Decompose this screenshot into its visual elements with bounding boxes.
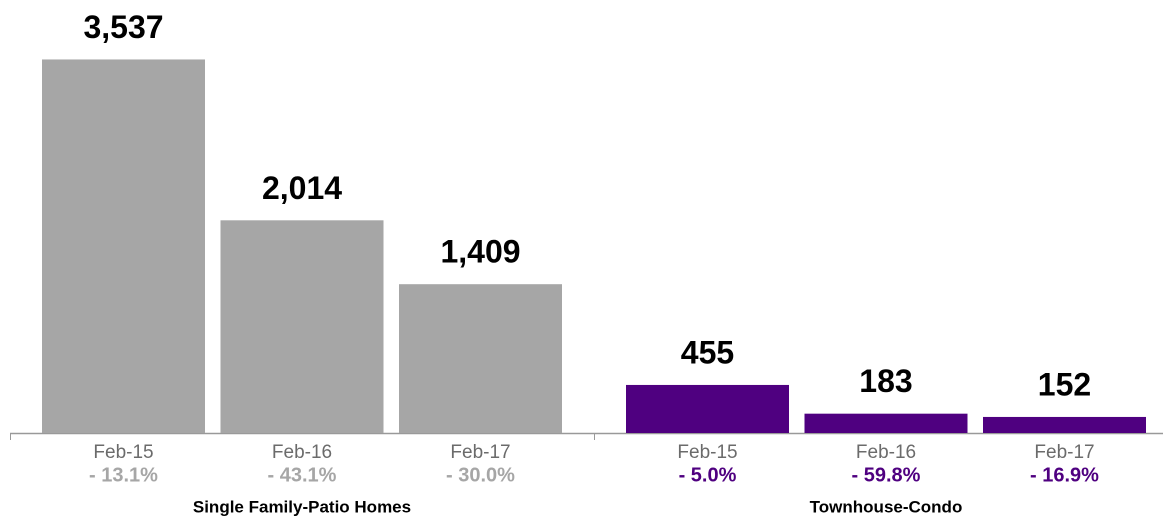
x-tick-label: Feb-16 (856, 442, 916, 463)
group-title: Townhouse-Condo (810, 497, 963, 516)
bar (983, 416, 1146, 433)
bar (399, 284, 562, 433)
change-label: - 43.1% (268, 464, 337, 486)
change-label: - 59.8% (852, 464, 921, 486)
change-label: - 5.0% (679, 464, 737, 486)
change-label: - 16.9% (1030, 464, 1099, 486)
group-title: Single Family-Patio Homes (193, 497, 411, 516)
x-tick-label: Feb-15 (677, 442, 737, 463)
x-tick-label: Feb-16 (272, 442, 332, 463)
x-tick-label: Feb-17 (1034, 442, 1094, 463)
bar (626, 384, 789, 433)
value-label: 3,537 (83, 9, 163, 45)
value-label: 152 (1038, 366, 1091, 402)
value-label: 183 (859, 363, 912, 399)
bar (804, 413, 968, 433)
x-tick-label: Feb-17 (450, 442, 510, 463)
value-label: 2,014 (262, 170, 342, 206)
value-label: 1,409 (440, 234, 520, 270)
change-label: - 30.0% (446, 464, 515, 486)
value-label: 455 (681, 334, 734, 370)
bar (220, 220, 384, 433)
x-tick-label: Feb-15 (93, 442, 153, 463)
bar (42, 59, 205, 434)
change-label: - 13.1% (89, 464, 158, 486)
